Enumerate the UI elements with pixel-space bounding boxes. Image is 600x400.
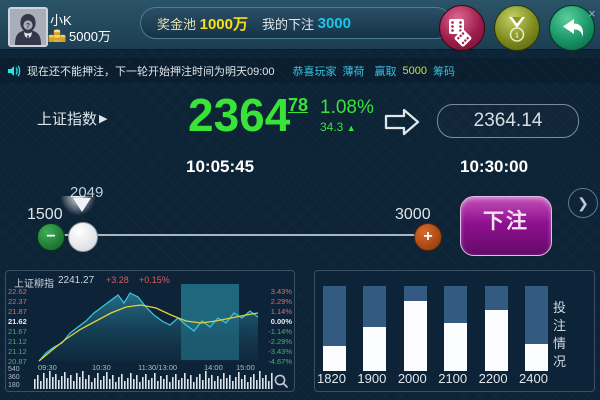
svg-text:?: ?: [26, 21, 30, 30]
svg-text:1: 1: [515, 32, 519, 39]
